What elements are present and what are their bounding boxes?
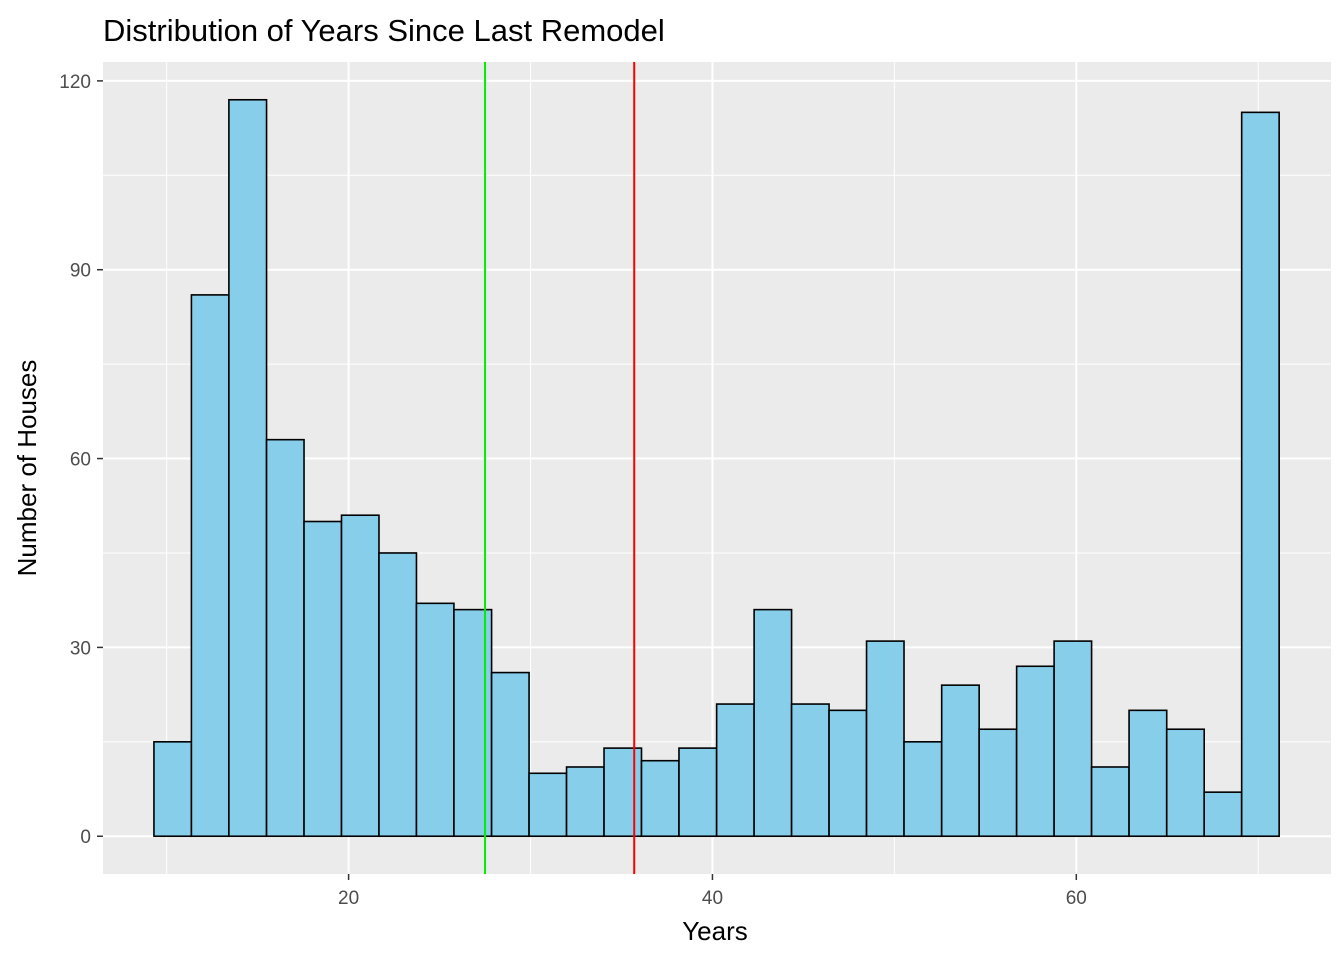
histogram-bar bbox=[378, 552, 418, 838]
histogram-bar bbox=[1015, 665, 1055, 838]
histogram-bar bbox=[528, 772, 568, 838]
reference-lines bbox=[484, 62, 636, 874]
histogram-bar bbox=[603, 747, 643, 838]
x-tick-label: 20 bbox=[338, 888, 359, 909]
histogram-bar bbox=[753, 608, 793, 838]
histogram-bar bbox=[490, 671, 530, 838]
histogram-bar bbox=[1053, 640, 1093, 838]
histogram-bar bbox=[190, 294, 230, 838]
histogram-bar bbox=[903, 741, 943, 838]
histogram-bar bbox=[1090, 766, 1130, 838]
y-tick-label: 30 bbox=[70, 638, 91, 659]
chart-title: Distribution of Years Since Last Remodel bbox=[103, 13, 665, 48]
histogram-bar bbox=[828, 709, 868, 838]
y-axis-ticks: 0 30 60 90 120 bbox=[59, 72, 103, 848]
y-tick-label: 60 bbox=[70, 450, 91, 471]
histogram-bars bbox=[153, 98, 1280, 838]
y-axis-title: Number of Houses bbox=[12, 360, 42, 577]
y-tick-label: 90 bbox=[70, 261, 91, 282]
histogram-bar bbox=[565, 766, 605, 838]
histogram-bar bbox=[1165, 728, 1205, 838]
histogram-bar bbox=[978, 728, 1018, 838]
histogram-bar bbox=[265, 438, 305, 838]
histogram-bar bbox=[940, 684, 980, 838]
histogram-bar bbox=[340, 514, 380, 838]
histogram-bar bbox=[1203, 791, 1243, 838]
histogram-bar bbox=[1128, 709, 1168, 838]
histogram-bar bbox=[678, 747, 718, 838]
histogram-bar bbox=[303, 520, 343, 838]
x-axis-title: Years bbox=[682, 916, 748, 946]
histogram-bar bbox=[153, 741, 193, 838]
histogram-bar bbox=[1240, 111, 1280, 838]
y-tick-label: 0 bbox=[80, 827, 91, 848]
histogram-bar bbox=[640, 759, 680, 838]
histogram-bar bbox=[715, 703, 755, 838]
x-tick-label: 60 bbox=[1066, 888, 1087, 909]
histogram-bar bbox=[865, 640, 905, 838]
x-tick-label: 40 bbox=[702, 888, 723, 909]
histogram-bar bbox=[228, 98, 268, 838]
histogram-bar bbox=[415, 602, 455, 838]
y-tick-label: 120 bbox=[59, 72, 91, 93]
x-axis-ticks: 20 40 60 bbox=[338, 874, 1087, 909]
histogram-bar bbox=[790, 703, 830, 838]
